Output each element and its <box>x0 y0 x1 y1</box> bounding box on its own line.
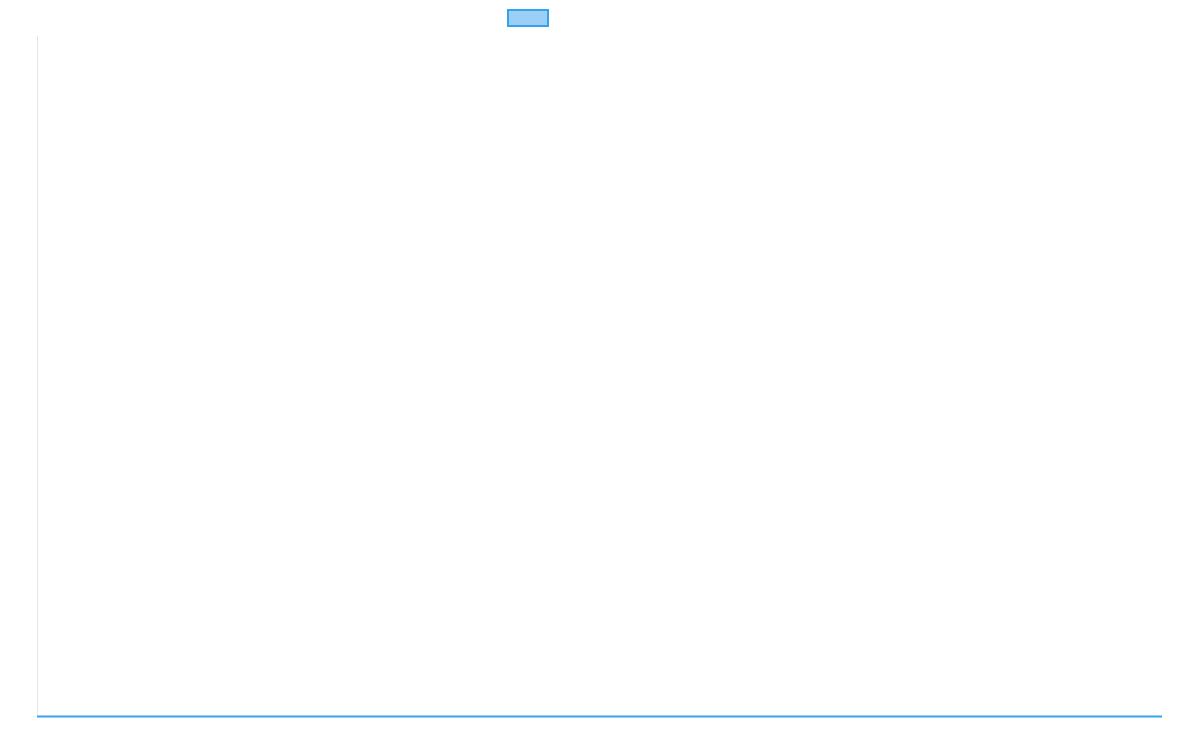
legend[interactable] <box>507 9 549 27</box>
legend-swatch[interactable] <box>507 9 549 27</box>
